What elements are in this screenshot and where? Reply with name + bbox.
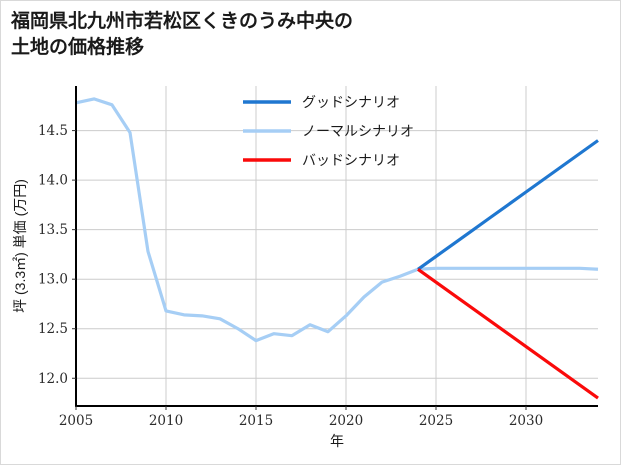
y-tick-label: 12.5 [38, 321, 68, 337]
x-axis-title: 年 [330, 433, 344, 449]
y-tick-label: 14.5 [38, 123, 68, 139]
legend-item[interactable]: グッドシナリオ [243, 94, 400, 110]
series-line-バッドシナリオ [417, 267, 599, 400]
x-tick-label: 2025 [419, 413, 453, 429]
x-tick-label: 2030 [509, 413, 543, 429]
legend-label: ノーマルシナリオ [302, 123, 414, 139]
y-axis-title: 坪 (3.3㎡) 単価 (万円) [12, 179, 28, 313]
y-tick-label: 12.0 [38, 371, 68, 387]
legend-label: グッドシナリオ [302, 94, 400, 110]
series-line-グッドシナリオ [417, 139, 599, 271]
x-tick-label: 2015 [239, 413, 273, 429]
x-tick-label: 2005 [59, 413, 93, 429]
page-title: 福岡県北九州市若松区くきのうみ中央の 土地の価格推移 [11, 11, 354, 58]
y-tick-label: 13.0 [38, 272, 68, 288]
y-tick-label: 14.0 [38, 173, 68, 189]
legend-item[interactable]: ノーマルシナリオ [243, 123, 414, 139]
x-tick-label: 2020 [329, 413, 363, 429]
legend-label: バッドシナリオ [302, 152, 400, 168]
x-tick-label: 2010 [149, 413, 183, 429]
legend-item[interactable]: バッドシナリオ [243, 152, 400, 168]
y-tick-label: 13.5 [38, 222, 68, 238]
series-line-ノーマルシナリオ [75, 97, 599, 343]
